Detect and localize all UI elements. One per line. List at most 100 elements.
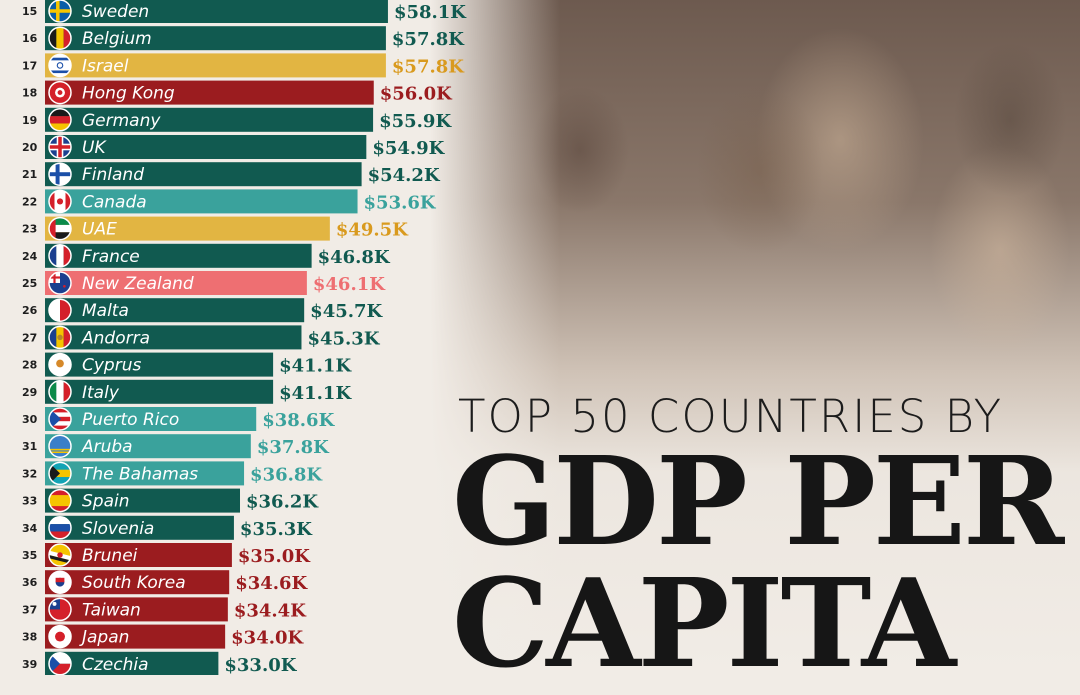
country-label: France: [82, 247, 140, 267]
chart-row: 19 Germany $55.9K: [22, 107, 452, 132]
rank-label: 23: [22, 223, 37, 236]
bar: [45, 243, 312, 268]
value-label: $35.0K: [238, 546, 311, 567]
rank-label: 28: [22, 359, 37, 372]
value-label: $54.2K: [368, 165, 441, 186]
value-label: $46.8K: [318, 247, 391, 268]
value-label: $57.8K: [392, 56, 465, 77]
rank-label: 16: [22, 32, 38, 45]
bar: [45, 651, 219, 675]
bahamas-flag-icon: [48, 461, 72, 486]
rank-label: 35: [22, 549, 37, 562]
rank-label: 21: [22, 168, 37, 181]
value-label: $55.9K: [379, 111, 452, 132]
czechia-flag-icon: [48, 652, 72, 675]
title-subheading: TOP 50 COUNTRIES BY: [458, 390, 1004, 443]
bar: [45, 488, 241, 513]
value-label: $56.0K: [380, 84, 453, 105]
bar: [45, 352, 274, 377]
chart-row: 20 UK $54.9K: [22, 135, 446, 159]
rank-label: 39: [22, 658, 37, 671]
country-label: Puerto Rico: [82, 410, 179, 430]
bar: [45, 325, 302, 350]
rank-label: 17: [22, 59, 37, 72]
country-label: Canada: [82, 192, 147, 212]
malta-flag-icon: [48, 298, 72, 322]
chart-row: 28 Cyprus $41.1K: [22, 352, 352, 377]
value-label: $54.9K: [372, 138, 445, 159]
country-label: Slovenia: [82, 519, 154, 539]
chart-row: 22 Canada $53.6K: [22, 189, 437, 214]
rank-label: 38: [22, 631, 37, 644]
rank-label: 32: [22, 467, 37, 480]
bar: [45, 216, 330, 241]
bar: [45, 107, 374, 132]
value-label: $45.7K: [310, 301, 383, 322]
title-line-capita: CAPITA: [452, 551, 956, 695]
chart-row: 17 Israel $57.8K: [22, 53, 465, 78]
bar: [45, 379, 274, 404]
country-label: Brunei: [82, 546, 138, 566]
bar: [45, 189, 358, 214]
rank-label: 33: [22, 495, 37, 508]
slovenia-flag-icon: [48, 516, 72, 540]
country-label: Malta: [82, 301, 129, 321]
country-label: Andorra: [81, 328, 150, 348]
new-zealand-flag-icon: [48, 271, 72, 295]
bar: [45, 597, 228, 622]
value-label: $49.5K: [336, 220, 409, 241]
japan-flag-icon: [48, 624, 72, 649]
rank-label: 37: [22, 603, 37, 616]
value-label: $36.8K: [250, 464, 323, 485]
chart-row: 35 Brunei $35.0K: [22, 543, 311, 567]
sweden-flag-icon: [48, 0, 72, 23]
country-label: Finland: [82, 165, 144, 185]
chart-row: 23 UAE $49.5K: [22, 216, 409, 241]
south-korea-flag-icon: [48, 570, 72, 594]
value-label: $34.0K: [231, 628, 304, 649]
bar: [45, 407, 257, 431]
italy-flag-icon: [48, 380, 72, 404]
rank-label: 26: [22, 304, 38, 317]
bar: [45, 135, 367, 159]
finland-flag-icon: [48, 162, 72, 186]
bar: [45, 624, 226, 649]
chart-row: 25 New Zealand $46.1K: [22, 271, 386, 295]
canada-flag-icon: [48, 189, 72, 214]
rank-label: 24: [22, 250, 38, 263]
germany-flag-icon: [48, 108, 72, 132]
rank-label: 15: [22, 5, 37, 18]
country-label: New Zealand: [82, 274, 194, 294]
country-label: South Korea: [82, 573, 186, 593]
country-label: UAE: [82, 220, 117, 240]
country-label: Cyprus: [82, 356, 141, 376]
bar: [45, 53, 386, 78]
aruba-flag-icon: [48, 434, 72, 458]
chart-row: 15 Sweden $58.1K: [22, 0, 467, 23]
rank-label: 31: [22, 440, 37, 453]
chart-row: 21 Finland $54.2K: [22, 162, 441, 187]
country-label: Hong Kong: [82, 84, 175, 104]
value-label: $58.1K: [394, 2, 467, 23]
cyprus-flag-icon: [48, 352, 72, 377]
country-label: Germany: [82, 111, 161, 131]
bar: [45, 570, 230, 595]
country-label: Japan: [79, 628, 129, 648]
country-label: Spain: [82, 492, 130, 512]
rank-label: 25: [22, 277, 37, 290]
value-label: $36.2K: [246, 492, 319, 513]
country-label: Italy: [82, 383, 120, 403]
andorra-flag-icon: [48, 325, 72, 350]
bar: [45, 298, 305, 323]
value-label: $33.0K: [224, 655, 297, 675]
rank-label: 34: [22, 522, 38, 535]
israel-flag-icon: [48, 53, 72, 78]
rank-label: 19: [22, 114, 37, 127]
value-label: $34.6K: [235, 573, 308, 594]
country-label: Aruba: [81, 437, 133, 457]
france-flag-icon: [48, 244, 72, 268]
country-label: UK: [82, 138, 107, 158]
bar-chart: 15 Sweden $58.1K 16 Belgium $57.8K 17 Israel $57…: [22, 0, 467, 675]
title-line-gdp-per: GDP PER: [452, 429, 1064, 573]
value-label: $46.1K: [313, 274, 386, 295]
